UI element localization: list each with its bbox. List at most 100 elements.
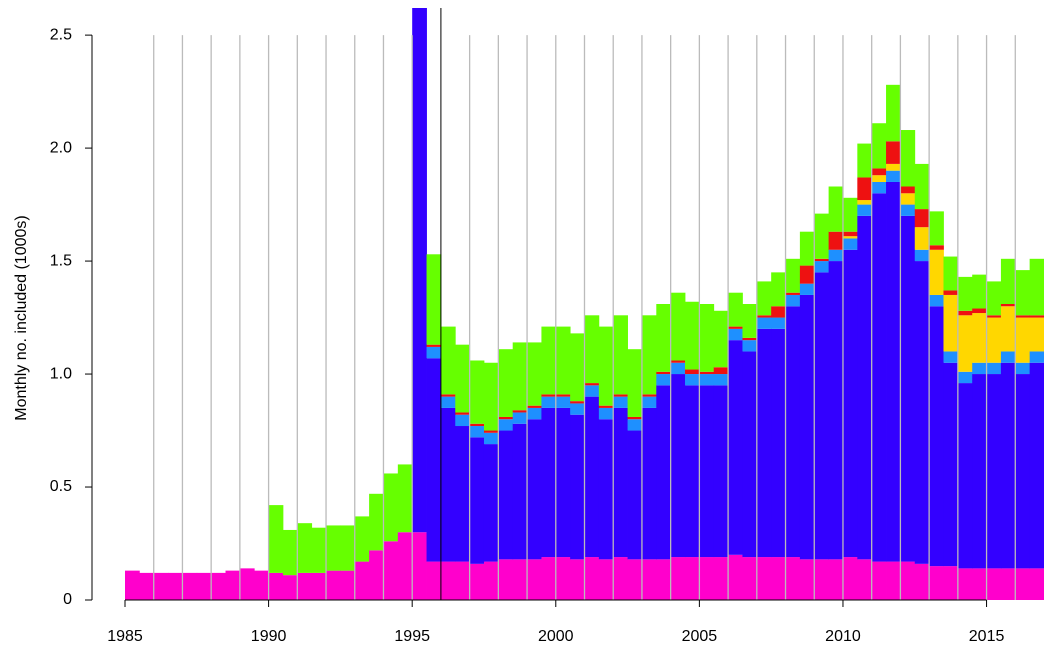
bar-segment	[728, 554, 743, 600]
bar-segment	[886, 561, 901, 600]
bar-segment	[871, 561, 887, 600]
y-tick-label: 0.5	[50, 478, 72, 495]
bar-segment	[713, 374, 729, 386]
bar-segment	[426, 344, 442, 347]
bar-segment	[785, 258, 801, 293]
bar-segment	[225, 570, 241, 600]
bar-segment	[469, 426, 485, 438]
bar-segment	[584, 315, 600, 384]
bar-segment	[900, 204, 916, 216]
bar-segment	[957, 315, 973, 372]
bar-segment	[1029, 258, 1044, 316]
x-tick-label: 2015	[969, 628, 1005, 645]
bar-segment	[483, 561, 499, 600]
bar-segment	[1015, 374, 1031, 569]
bar-segment	[182, 572, 198, 600]
bar-segment	[641, 396, 657, 408]
bar-segment	[498, 559, 514, 600]
bar-segment	[914, 163, 930, 210]
bar-segment	[943, 362, 959, 567]
bar-segment	[584, 383, 600, 386]
bar-segment	[527, 405, 542, 408]
y-axis-label: Monthly no. included (1000s)	[13, 215, 30, 420]
bar-segment	[871, 123, 887, 169]
bar-segment	[728, 326, 743, 329]
bar-segment	[412, 532, 427, 600]
bar-segment	[369, 550, 384, 600]
bar-segment	[799, 559, 815, 600]
bar-segment	[527, 419, 542, 560]
bar-segment	[986, 568, 1002, 600]
bar-segment	[670, 362, 686, 375]
bar-segment	[943, 351, 959, 363]
bar-segment	[728, 292, 743, 327]
bar-segment	[799, 265, 815, 284]
bar-segment	[641, 394, 657, 397]
bar-segment	[914, 209, 930, 228]
bar-segment	[900, 193, 916, 205]
bar-segment	[498, 416, 514, 420]
bar-segment	[555, 396, 571, 408]
bar-segment	[426, 254, 442, 345]
bar-segment	[742, 304, 758, 338]
bar-segment	[340, 525, 356, 571]
bar-segment	[857, 204, 873, 216]
bar-segment	[972, 308, 987, 314]
bar-segment	[498, 349, 514, 417]
y-tick-label: 2.5	[50, 26, 72, 43]
bar-segment	[326, 570, 341, 600]
bar-segment	[842, 236, 858, 239]
bar-segment	[1000, 362, 1016, 569]
bar-segment	[900, 186, 916, 194]
bar-segment	[771, 328, 786, 558]
bar-segment	[713, 557, 729, 600]
bar-segment	[670, 557, 686, 600]
bar-segment	[541, 557, 557, 600]
bar-segment	[814, 258, 830, 262]
bar-segment	[426, 561, 442, 600]
bar-segment	[440, 396, 456, 408]
bar-segment	[584, 396, 600, 558]
bar-segment	[713, 385, 729, 558]
bar-segment	[842, 231, 858, 237]
x-tick-label: 1995	[394, 628, 430, 645]
bar-segment	[814, 213, 830, 259]
bar-segment	[814, 261, 830, 273]
bar-segment	[1029, 362, 1044, 569]
bar-segment	[828, 559, 844, 600]
bar-segment	[397, 464, 413, 533]
bar-segment	[613, 315, 628, 395]
bar-segment	[469, 423, 485, 427]
bar-segment	[670, 374, 686, 558]
bar-segment	[570, 333, 585, 402]
bar-segment	[598, 405, 614, 408]
bar-segment	[598, 419, 614, 560]
bar-segment	[771, 272, 786, 307]
bar-segment	[972, 374, 987, 569]
bar-segment	[785, 294, 801, 307]
bar-segment	[943, 294, 959, 352]
bar-segment	[282, 529, 298, 576]
bar-segment	[943, 290, 959, 295]
bar-segment	[469, 563, 485, 600]
bar-segment	[842, 197, 858, 232]
bar-segment	[613, 557, 628, 600]
bar-segment	[972, 313, 987, 363]
bar-segment	[254, 570, 269, 600]
bar-segment	[354, 561, 370, 600]
bar-segment	[1015, 270, 1031, 316]
bar-segment	[512, 559, 528, 600]
bar-segment	[713, 310, 729, 368]
bar-segment	[1000, 568, 1016, 600]
bar-segment	[742, 557, 758, 600]
bar-segment	[828, 249, 844, 262]
bar-segment	[699, 371, 715, 375]
bar-segment	[627, 416, 643, 420]
bar-segment	[527, 559, 542, 600]
bar-segment	[1000, 351, 1016, 363]
bar-segment	[756, 328, 772, 558]
bar-segment	[383, 541, 399, 600]
bar-segment	[799, 294, 815, 560]
bar-segment	[455, 414, 471, 427]
